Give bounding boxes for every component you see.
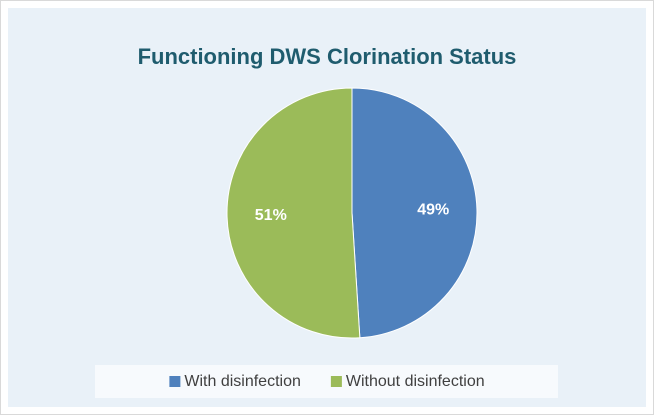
legend-marker (330, 376, 342, 387)
legend-label: Without disinfection (346, 373, 485, 390)
legend-label: With disinfection (184, 373, 301, 390)
pie-slice (351, 87, 478, 339)
legend-box (95, 365, 558, 398)
pie-slice (226, 87, 361, 339)
chart-title: Functioning DWS Clorination Status (138, 44, 517, 69)
data-label: 51% (255, 207, 287, 224)
data-label: 49% (417, 202, 449, 219)
legend-marker (169, 376, 181, 387)
